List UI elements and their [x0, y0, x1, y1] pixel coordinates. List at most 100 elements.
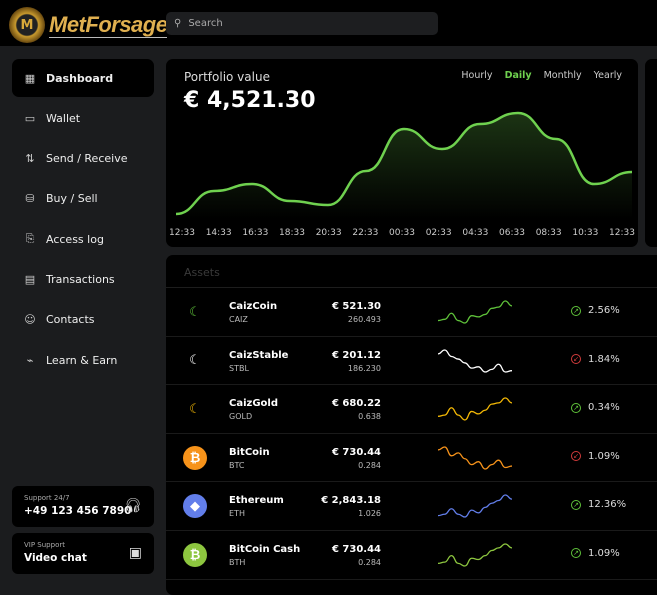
asset-row[interactable]: ₿ BitCoin Cash BTH € 730.44 0.284 ↗ 1.09%: [166, 531, 657, 580]
asset-value: € 521.30: [331, 301, 381, 312]
sidebar-item-label: Contacts: [46, 313, 95, 327]
arrow-down-left-icon: ↙: [571, 451, 581, 462]
sidebar-item-transactions[interactable]: ▤ Transactions: [12, 260, 154, 298]
asset-change-value: 1.09%: [588, 450, 620, 462]
x-tick-label: 08:33: [536, 228, 562, 238]
logo-coin-icon: M: [9, 7, 45, 43]
asset-change: ↙ 1.09%: [571, 451, 620, 462]
search-icon: ⚲: [174, 18, 182, 29]
asset-name: BitCoin: [229, 446, 270, 458]
caizgold-icon: ☾: [189, 401, 201, 417]
chart-icon: ⌁: [26, 353, 34, 367]
coins-icon: ⛁: [25, 192, 35, 206]
sidebar-item-wallet[interactable]: ▭ Wallet: [12, 99, 154, 137]
asset-change: ↙ 1.84%: [571, 354, 620, 365]
asset-amount: 0.638: [358, 412, 381, 422]
asset-change-value: 2.56%: [588, 305, 620, 316]
asset-amount: 0.284: [358, 557, 381, 567]
bitcoin-cash-icon: ₿: [183, 542, 207, 567]
sidebar-item-access-log[interactable]: ⎘ Access log: [12, 220, 154, 258]
asset-value: € 730.44: [331, 446, 381, 458]
x-tick-label: 04:33: [462, 228, 488, 238]
asset-row[interactable]: ₿ BitCoin BTC € 730.44 0.284 ↙ 1.09%: [166, 434, 657, 483]
transfer-icon: ⇅: [25, 152, 35, 166]
assets-card: Assets ☾ CaizCoin CAIZ € 521.30 260.493 ↗ 2.56…: [166, 255, 657, 595]
asset-amount: 260.493: [347, 315, 381, 324]
caizcoin-icon: ☾: [189, 304, 201, 320]
tab-yearly[interactable]: Yearly: [593, 70, 622, 81]
sidebar-item-dashboard[interactable]: ▦ Dashboard: [12, 59, 154, 97]
asset-amount: 1.026: [358, 509, 381, 519]
sidebar-item-learn-earn[interactable]: ⌁ Learn & Earn: [12, 341, 154, 379]
search-input[interactable]: ⚲ Search: [166, 12, 438, 35]
asset-amount: 186.230: [347, 363, 381, 373]
asset-name: CaizCoin: [229, 301, 278, 312]
x-tick-label: 22:33: [352, 228, 378, 238]
sidebar-item-label: Learn & Earn: [46, 353, 118, 367]
asset-value: € 680.22: [331, 398, 381, 410]
brand-name: MetForsage: [49, 11, 168, 38]
asset-change-value: 1.09%: [588, 547, 620, 559]
portfolio-label: Portfolio value: [184, 70, 270, 84]
tab-hourly[interactable]: Hourly: [461, 70, 493, 81]
wallet-icon: ▭: [24, 111, 36, 125]
asset-symbol: STBL: [229, 363, 249, 373]
asset-row[interactable]: ☾ CaizCoin CAIZ € 521.30 260.493 ↗ 2.56%: [166, 288, 657, 337]
asset-name: CaizStable: [229, 349, 289, 361]
asset-change: ↗ 1.09%: [571, 548, 620, 559]
asset-sparkline: [437, 397, 513, 421]
arrow-up-right-icon: ↗: [571, 499, 581, 510]
support-phone-card[interactable]: Support 24/7 +49 123 456 7890 🎧︎: [12, 486, 154, 527]
bitcoin-icon: ₿: [183, 445, 207, 470]
asset-row[interactable]: ☾ CaizGold GOLD € 680.22 0.638 ↗ 0.34%: [166, 385, 657, 434]
arrow-down-left-icon: ↙: [571, 354, 581, 365]
arrow-up-right-icon: ↗: [571, 305, 581, 316]
asset-change-value: 0.34%: [588, 402, 620, 414]
vip-value: Video chat: [24, 552, 87, 564]
portfolio-value: € 4,521.30: [184, 88, 316, 113]
asset-name: CaizGold: [229, 398, 278, 410]
sidebar-item-buy-sell[interactable]: ⛁ Buy / Sell: [12, 180, 154, 218]
portfolio-chart: 12:33 14:33 16:33 18:33 20:33 22:33 00:33 02:33…: [169, 111, 635, 238]
asset-symbol: BTC: [229, 460, 245, 470]
sidebar-item-label: Buy / Sell: [46, 192, 98, 206]
ethereum-icon: ◆: [183, 494, 207, 519]
asset-sparkline: [437, 446, 513, 470]
sidebar-item-label: Wallet: [46, 111, 81, 125]
vip-video-chat-card[interactable]: VIP Support Video chat ▣: [12, 533, 154, 574]
caizstable-icon: ☾: [189, 353, 201, 369]
x-tick-label: 18:33: [279, 228, 305, 238]
sidebar-item-label: Access log: [46, 232, 104, 246]
x-tick-label: 06:33: [499, 228, 525, 238]
asset-symbol: ETH: [229, 509, 245, 519]
asset-sparkline: [437, 300, 513, 324]
asset-row[interactable]: ☾ CaizStable STBL € 201.12 186.230 ↙ 1.84%: [166, 337, 657, 386]
logo[interactable]: M MetForsage: [9, 7, 168, 43]
x-tick-label: 02:33: [426, 228, 452, 238]
support-phone: +49 123 456 7890: [24, 505, 132, 517]
sidebar-item-label: Dashboard: [46, 71, 114, 85]
asset-value: € 201.12: [331, 349, 381, 361]
period-tabs: Hourly Daily Monthly Yearly: [461, 70, 622, 81]
vip-label: VIP Support: [24, 541, 65, 549]
asset-symbol: GOLD: [229, 412, 253, 422]
tab-monthly[interactable]: Monthly: [543, 70, 582, 81]
asset-change-value: 12.36%: [588, 499, 627, 511]
chart-line: [175, 111, 633, 216]
portfolio-card: 12:33 14:33 16:33 18:33 20:33 22:33 00:33 02:33…: [166, 59, 638, 247]
sidebar-item-label: Transactions: [46, 272, 115, 286]
sidebar-item-contacts[interactable]: ☺ Contacts: [12, 301, 154, 339]
headset-icon: 🎧︎: [124, 498, 142, 514]
x-tick-label: 10:33: [572, 228, 598, 238]
x-tick-label: 20:33: [316, 228, 342, 238]
tab-daily[interactable]: Daily: [504, 70, 532, 81]
x-tick-label: 12:33: [609, 228, 635, 238]
asset-sparkline: [437, 543, 513, 567]
secondary-card: [645, 59, 657, 247]
sidebar-item-send-receive[interactable]: ⇅ Send / Receive: [12, 140, 154, 178]
asset-value: € 730.44: [331, 543, 381, 555]
asset-row[interactable]: ◆ Ethereum ETH € 2,843.18 1.026 ↗ 12.36%: [166, 482, 657, 531]
asset-symbol: CAIZ: [229, 315, 248, 324]
sidebar-item-label: Send / Receive: [46, 152, 128, 166]
asset-name: Ethereum: [229, 495, 284, 507]
